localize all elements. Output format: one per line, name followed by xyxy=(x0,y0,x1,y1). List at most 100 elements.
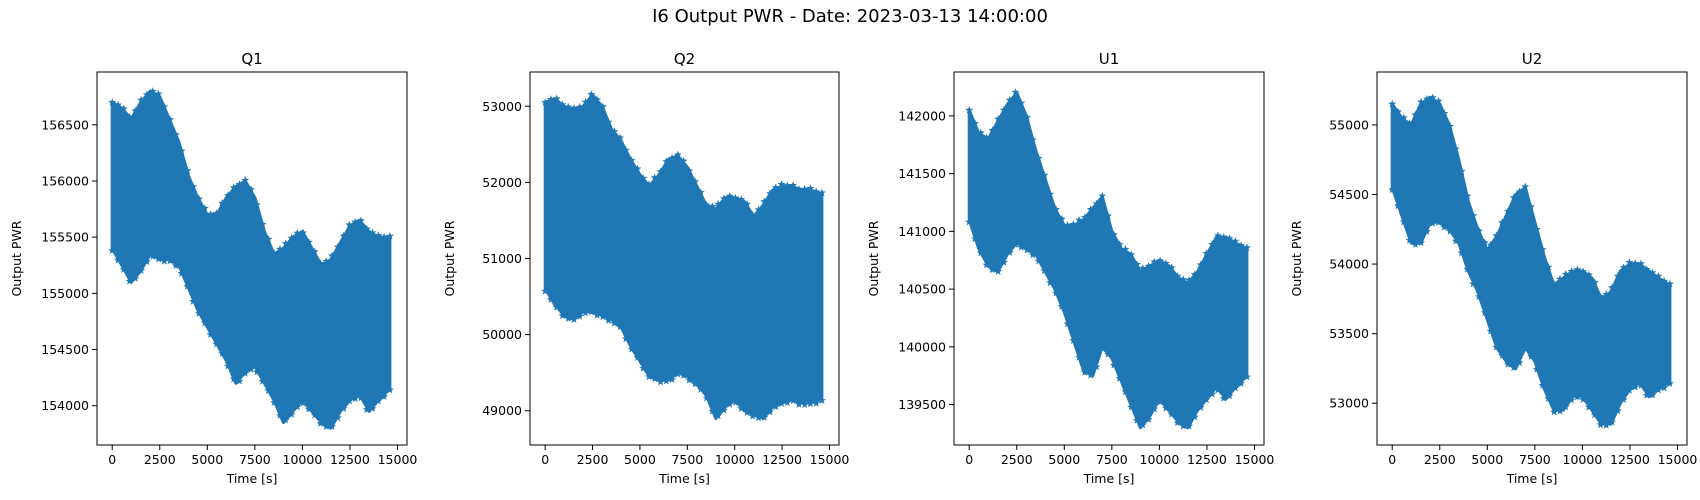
data-point xyxy=(1457,248,1466,257)
data-point xyxy=(650,173,659,182)
data-point xyxy=(339,404,348,412)
data-point xyxy=(593,311,602,319)
data-point xyxy=(310,247,319,256)
data-point xyxy=(385,231,394,240)
data-point xyxy=(806,184,815,192)
y-tick-label: 142000 xyxy=(898,108,946,123)
data-point xyxy=(789,181,798,189)
data-point xyxy=(1190,412,1199,421)
data-point xyxy=(322,422,331,430)
data-point xyxy=(1121,245,1130,253)
data-point xyxy=(270,249,279,257)
data-point xyxy=(662,376,671,385)
data-point xyxy=(212,339,221,348)
y-tick-label: 156500 xyxy=(41,117,89,132)
data-point xyxy=(200,318,209,327)
data-point xyxy=(385,385,394,394)
data-point xyxy=(783,398,792,407)
data-point xyxy=(137,95,146,104)
data-point xyxy=(719,194,728,202)
data-point xyxy=(1527,202,1535,211)
data-point xyxy=(1109,361,1118,369)
data-point xyxy=(287,233,296,242)
data-point xyxy=(1040,266,1049,275)
data-point xyxy=(1080,213,1089,221)
data-point xyxy=(800,185,809,193)
data-point xyxy=(1411,110,1420,119)
data-point xyxy=(777,180,786,188)
data-point xyxy=(1637,259,1645,268)
data-point xyxy=(1075,353,1084,361)
data-point xyxy=(1567,267,1576,275)
data-point xyxy=(541,287,550,295)
data-point xyxy=(1144,262,1153,270)
data-point xyxy=(1394,107,1402,116)
data-point xyxy=(1156,397,1165,406)
x-tick-label: 5000 xyxy=(624,452,656,467)
data-point xyxy=(247,185,255,193)
x-tick-label: 12500 xyxy=(1610,452,1650,467)
data-point xyxy=(965,217,974,226)
data-point xyxy=(137,266,146,274)
data-point xyxy=(621,145,630,154)
data-point xyxy=(368,404,377,412)
data-point xyxy=(1521,182,1530,191)
data-point xyxy=(299,228,308,237)
data-point xyxy=(731,193,740,202)
data-point xyxy=(1503,360,1512,368)
data-point xyxy=(1023,245,1032,254)
data-point xyxy=(1127,250,1136,258)
data-point xyxy=(668,153,676,162)
data-point xyxy=(656,167,665,175)
data-point xyxy=(1498,218,1507,226)
x-tick-label: 15000 xyxy=(810,452,850,467)
x-tick-label: 7500 xyxy=(1519,452,1551,467)
data-point xyxy=(1231,383,1240,392)
data-point xyxy=(610,127,619,136)
x-axis-label: Time [s] xyxy=(1506,471,1558,486)
data-point xyxy=(1208,389,1217,398)
data-point xyxy=(1532,365,1541,373)
data-point xyxy=(976,128,985,137)
data-point xyxy=(119,265,128,273)
axes-frame xyxy=(96,71,408,446)
data-point xyxy=(357,393,365,402)
data-point xyxy=(1144,415,1153,423)
data-point xyxy=(1092,199,1101,208)
data-point xyxy=(316,419,325,427)
data-point xyxy=(1242,243,1251,252)
data-point xyxy=(189,182,198,191)
data-point xyxy=(783,181,792,189)
data-point xyxy=(316,259,325,267)
y-tick-label: 154500 xyxy=(41,342,89,357)
data-point xyxy=(287,410,296,418)
data-point xyxy=(1086,205,1095,213)
data-point xyxy=(119,104,128,113)
data-point xyxy=(1451,236,1460,245)
data-point xyxy=(679,156,688,165)
data-point xyxy=(696,188,705,196)
data-point xyxy=(1161,403,1170,412)
data-point xyxy=(1237,241,1246,249)
data-point xyxy=(1388,99,1397,108)
data-point xyxy=(125,277,134,285)
star-markers xyxy=(1388,93,1674,429)
data-point xyxy=(1486,326,1495,335)
data-point xyxy=(656,377,665,386)
data-point xyxy=(673,370,682,378)
data-point xyxy=(633,353,642,361)
data-point xyxy=(1579,267,1588,275)
x-tick-label: 12500 xyxy=(1187,452,1227,467)
data-point xyxy=(1133,416,1141,424)
data-point xyxy=(1648,390,1657,399)
x-tick-label: 5000 xyxy=(1471,452,1503,467)
data-point xyxy=(1092,362,1101,371)
data-point xyxy=(1040,170,1049,179)
data-point xyxy=(131,274,140,282)
x-tick-label: 10000 xyxy=(1563,452,1603,467)
data-point xyxy=(183,282,192,290)
data-point xyxy=(1544,262,1553,271)
data-point xyxy=(1411,240,1420,248)
data-point xyxy=(1515,187,1524,196)
